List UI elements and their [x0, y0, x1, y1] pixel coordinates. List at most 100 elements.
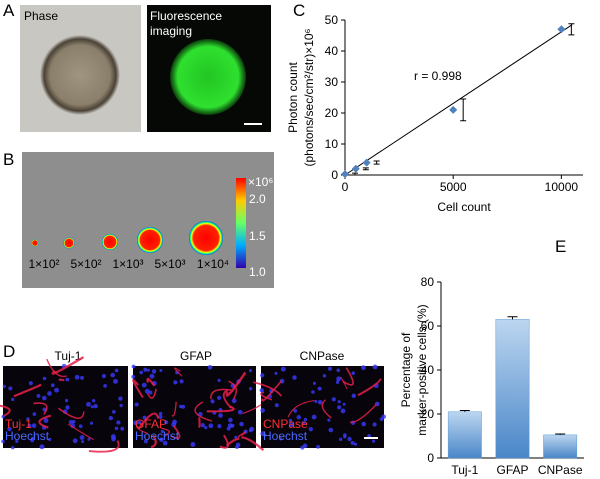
nucleus	[112, 409, 116, 414]
process	[228, 380, 237, 400]
nucleus	[31, 423, 37, 429]
nucleus	[317, 386, 322, 391]
nucleus	[113, 378, 118, 384]
y-tick-label: 10	[325, 137, 339, 151]
nucleus	[338, 437, 343, 442]
nucleus	[207, 364, 213, 370]
nucleus	[159, 368, 163, 373]
nucleus	[217, 378, 221, 382]
nucleus	[114, 368, 119, 373]
nucleus	[110, 434, 116, 440]
nucleus	[151, 369, 157, 374]
nucleus	[43, 418, 49, 423]
well-label: 5×10²	[70, 257, 101, 271]
nucleus	[119, 403, 123, 408]
y-tick-label: 40	[325, 44, 339, 58]
nucleus	[87, 437, 91, 441]
colorbar-label: 2.0	[249, 192, 266, 206]
nucleus	[65, 377, 70, 382]
process	[137, 412, 160, 430]
process	[170, 425, 181, 439]
bar	[543, 434, 578, 459]
well-label: 5×10³	[154, 257, 185, 271]
process	[46, 358, 67, 378]
nucleus	[80, 375, 85, 380]
nucleus	[64, 398, 69, 403]
y-axis-label: (photons/sec/cm²/str)×10⁶	[302, 28, 316, 166]
nucleus	[160, 429, 164, 434]
nucleus	[260, 373, 265, 378]
cell-sphere	[40, 35, 120, 115]
x-tick-label: 0	[342, 180, 349, 194]
nucleus	[181, 404, 186, 409]
nucleus	[146, 368, 150, 372]
y-tick-label: 80	[421, 275, 435, 289]
process	[57, 407, 85, 419]
micrograph	[133, 366, 256, 448]
process	[174, 367, 183, 377]
error-bar	[507, 316, 518, 320]
nucleus	[28, 381, 33, 386]
nucleus	[32, 412, 37, 416]
nucleus	[337, 405, 342, 410]
nucleus	[204, 425, 208, 430]
nucleus	[351, 371, 355, 375]
panel-label: A	[3, 1, 15, 20]
y-tick-label: 0	[331, 168, 338, 182]
error-bar	[555, 433, 566, 435]
nucleus	[260, 431, 266, 437]
nucleus	[335, 380, 340, 384]
process	[146, 388, 157, 399]
nucleus	[1, 439, 5, 444]
nucleus	[71, 419, 76, 424]
well-spot	[63, 237, 75, 249]
process	[219, 434, 229, 449]
nucleus	[50, 383, 55, 388]
nucleus	[217, 424, 222, 429]
nucleus	[27, 423, 32, 428]
nucleus	[11, 445, 15, 450]
nucleus	[26, 417, 30, 421]
nucleus	[218, 413, 223, 418]
nucleus	[143, 367, 148, 372]
process	[88, 440, 120, 453]
x-tick-label: GFAP	[496, 463, 528, 477]
y-tick-label: 40	[421, 363, 435, 377]
nucleus	[114, 426, 119, 431]
nucleus	[148, 390, 153, 395]
nucleus	[361, 365, 366, 371]
nucleus	[103, 383, 107, 388]
nucleus	[340, 408, 346, 414]
nucleus	[301, 421, 306, 426]
y-axis-label: marker-positive cells (%)	[415, 304, 429, 435]
nucleus	[303, 417, 308, 422]
fluorescence-label: Fluorescence	[150, 9, 222, 23]
nucleus	[342, 402, 346, 406]
nucleus	[314, 399, 318, 404]
well-spot	[137, 227, 163, 253]
fluorescence-label: imaging	[150, 24, 192, 38]
nucleus	[178, 404, 183, 409]
process	[342, 367, 354, 386]
nucleus	[353, 442, 358, 446]
process	[132, 379, 144, 399]
stain-label: GFAP	[135, 417, 167, 431]
panel-label: D	[3, 342, 15, 361]
process	[13, 383, 42, 398]
data-point	[362, 158, 371, 167]
process	[237, 431, 247, 438]
nucleus	[288, 422, 294, 427]
nucleus	[312, 381, 317, 385]
nucleus	[1, 414, 5, 419]
process	[340, 376, 348, 390]
nucleus	[322, 374, 327, 378]
nucleus	[331, 397, 336, 402]
nucleus	[116, 420, 121, 425]
nucleus	[54, 387, 59, 393]
process	[349, 403, 377, 423]
process	[210, 388, 232, 400]
nucleus	[274, 371, 278, 375]
nucleus	[280, 366, 286, 372]
stain-title: CNPase	[300, 349, 345, 363]
